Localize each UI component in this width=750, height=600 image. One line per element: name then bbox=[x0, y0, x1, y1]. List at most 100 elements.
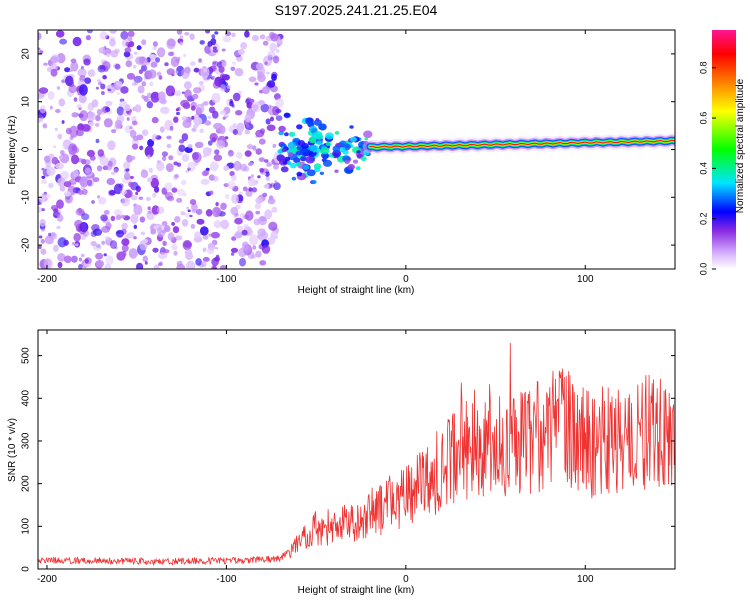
noise-blob bbox=[190, 61, 196, 66]
noise-blob bbox=[53, 244, 59, 253]
noise-blob bbox=[103, 118, 113, 128]
noise-blob bbox=[231, 236, 237, 241]
noise-blob bbox=[141, 39, 147, 46]
noise-blob bbox=[189, 33, 195, 40]
noise-blob bbox=[227, 180, 236, 190]
noise-blob bbox=[181, 133, 189, 142]
noise-blob bbox=[148, 167, 153, 173]
noise-blob bbox=[92, 228, 103, 236]
transition-blob bbox=[339, 140, 347, 146]
noise-blob bbox=[151, 205, 160, 215]
noise-blob bbox=[141, 81, 147, 87]
noise-blob bbox=[133, 75, 143, 83]
noise-blob bbox=[166, 143, 172, 149]
transition-blob bbox=[295, 150, 302, 156]
noise-blob bbox=[251, 187, 257, 193]
colorbar-tick-label: 0.6 bbox=[698, 112, 708, 125]
x-tick-label: 0 bbox=[403, 274, 409, 285]
noise-blob bbox=[49, 105, 53, 110]
noise-blob bbox=[142, 255, 148, 263]
y-tick-label: 300 bbox=[21, 432, 32, 449]
noise-blob bbox=[192, 151, 202, 163]
noise-blob bbox=[176, 263, 186, 269]
noise-blob bbox=[257, 175, 261, 179]
transition-blob bbox=[320, 147, 330, 155]
noise-blob bbox=[230, 247, 239, 253]
noise-blob bbox=[135, 191, 139, 195]
noise-blob bbox=[81, 188, 88, 195]
noise-blob bbox=[129, 126, 133, 130]
noise-blob bbox=[129, 176, 134, 179]
noise-blob bbox=[157, 71, 162, 77]
noise-blob bbox=[139, 240, 148, 251]
noise-blob bbox=[38, 32, 42, 41]
noise-blob bbox=[132, 143, 139, 150]
noise-blob bbox=[203, 101, 209, 106]
noise-blob bbox=[101, 240, 105, 245]
snr-xlabel: Height of straight line (km) bbox=[298, 585, 415, 596]
snr-ticks: -200 -100 0 100 0 100 200 300 400 500 bbox=[21, 330, 675, 585]
noise-blob bbox=[121, 197, 131, 207]
noise-blob bbox=[158, 262, 163, 267]
noise-blob bbox=[239, 257, 246, 267]
noise-blob bbox=[64, 67, 71, 73]
noise-blob bbox=[212, 110, 219, 119]
y-tick-label: 500 bbox=[21, 347, 32, 364]
noise-blob bbox=[41, 228, 45, 232]
noise-blob bbox=[100, 83, 106, 90]
noise-blob bbox=[100, 214, 108, 222]
transition-blob bbox=[360, 156, 367, 162]
noise-blob bbox=[175, 235, 183, 241]
noise-blob bbox=[59, 150, 65, 155]
noise-blob bbox=[174, 70, 179, 75]
noise-blob bbox=[224, 31, 232, 37]
noise-blob bbox=[272, 55, 280, 64]
noise-blob bbox=[199, 226, 209, 236]
transition-blob bbox=[287, 141, 297, 149]
noise-blob bbox=[55, 162, 64, 170]
noise-blob bbox=[73, 97, 78, 102]
noise-blob bbox=[264, 209, 273, 220]
noise-blob bbox=[180, 99, 190, 108]
noise-blob bbox=[57, 177, 66, 188]
noise-blob bbox=[125, 168, 130, 172]
noise-blob bbox=[163, 249, 170, 254]
noise-blob bbox=[212, 61, 217, 65]
noise-blob bbox=[213, 122, 223, 130]
noise-blob bbox=[176, 30, 183, 35]
noise-blob bbox=[195, 208, 203, 215]
noise-blob bbox=[146, 101, 154, 109]
noise-blob bbox=[216, 140, 226, 149]
noise-blob bbox=[171, 222, 176, 226]
transition-blob bbox=[315, 118, 320, 121]
transition-blob bbox=[311, 180, 317, 184]
noise-blob bbox=[258, 138, 266, 145]
noise-blob bbox=[214, 247, 219, 250]
noise-blob bbox=[98, 47, 106, 54]
noise-blob bbox=[151, 134, 158, 139]
noise-blob bbox=[264, 61, 268, 65]
noise-blob bbox=[184, 89, 192, 99]
noise-blob bbox=[259, 260, 267, 266]
noise-blob bbox=[262, 40, 269, 46]
noise-blob bbox=[264, 159, 269, 163]
noise-blob bbox=[127, 232, 135, 239]
noise-blob bbox=[101, 91, 105, 95]
noise-blob bbox=[114, 63, 121, 70]
noise-blob bbox=[75, 128, 84, 137]
noise-blob bbox=[133, 204, 143, 216]
noise-blob bbox=[250, 254, 257, 259]
noise-blob bbox=[192, 124, 199, 129]
noise-blob bbox=[274, 180, 278, 183]
noise-blob bbox=[181, 68, 190, 79]
noise-blob bbox=[168, 155, 174, 161]
noise-blob bbox=[245, 123, 250, 128]
noise-blob bbox=[214, 31, 219, 35]
noise-blob bbox=[181, 154, 190, 162]
noise-blob bbox=[56, 86, 61, 90]
noise-blob bbox=[95, 260, 105, 267]
noise-blob bbox=[236, 225, 244, 231]
noise-blob bbox=[275, 115, 283, 121]
noise-blob bbox=[120, 189, 128, 195]
